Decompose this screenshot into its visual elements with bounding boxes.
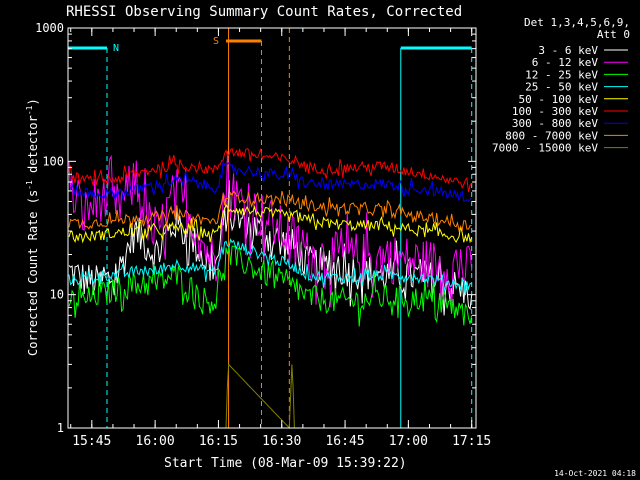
y-tick-label-2: 100 [42, 154, 64, 168]
series-line-7-0 [68, 190, 472, 233]
series-line-6-0 [68, 160, 473, 203]
legend-label-7: 800 - 7000 keV [505, 129, 598, 142]
y-axis-label-end: ) [26, 98, 40, 105]
x-axis-label: Start Time (08-Mar-09 15:39:22) [164, 456, 407, 471]
series-line-4-0 [68, 203, 473, 244]
legend-label-5: 100 - 300 keV [512, 105, 598, 118]
night-label: N [113, 43, 119, 54]
legend-label-0: 3 - 6 keV [538, 44, 598, 57]
x-tick-label-6: 17:15 [452, 434, 491, 449]
y-axis-label-mid: detector [26, 115, 40, 180]
y-tick-label-1: 10 [50, 288, 64, 302]
y-tick-label-3: 1000 [35, 21, 64, 35]
series-line-5-0 [68, 147, 473, 193]
y-axis-label-main: Corrected Count Rate (s [26, 190, 40, 356]
legend-header-attenuator: Att 0 [597, 28, 630, 41]
series-line-1-0 [68, 151, 473, 311]
x-tick-label-1: 16:00 [136, 434, 175, 449]
legend-label-3: 25 - 50 keV [525, 81, 598, 94]
x-tick-label-2: 16:15 [199, 434, 238, 449]
y-tick-label-0: 1 [57, 421, 64, 435]
y-axis-label: Corrected Count Rate (s-1 detector-1) [25, 98, 40, 356]
legend-label-1: 6 - 12 keV [532, 56, 599, 69]
y-axis-label-sup1: -1 [25, 180, 34, 190]
x-tick-label-0: 15:45 [72, 434, 111, 449]
plot-area: N S 1 10 100 1000 15:45 16:00 16:15 16:30 16:45 17:… [35, 21, 491, 449]
chart-title: RHESSI Observing Summary Count Rates, Co… [66, 4, 462, 20]
legend-label-6: 300 - 800 keV [512, 117, 598, 130]
legend-label-8: 7000 - 15000 keV [492, 142, 598, 155]
series-line-0-0 [68, 180, 473, 316]
legend-label-2: 12 - 25 keV [525, 68, 598, 81]
legend-label-4: 50 - 100 keV [519, 93, 599, 106]
series-line-2-0 [68, 245, 473, 327]
saa-label: S [213, 36, 219, 47]
x-tick-label-5: 17:00 [389, 434, 428, 449]
legend-header-detectors: Det 1,3,4,5,6,9, [524, 16, 630, 29]
x-tick-label-3: 16:30 [262, 434, 301, 449]
series-line-3-0 [68, 238, 472, 296]
plot-frame [67, 27, 477, 429]
x-tick-label-4: 16:45 [325, 434, 364, 449]
y-axis-label-sup2: -1 [25, 105, 34, 115]
date-stamp: 14-Oct-2021 04:18 [554, 469, 636, 478]
